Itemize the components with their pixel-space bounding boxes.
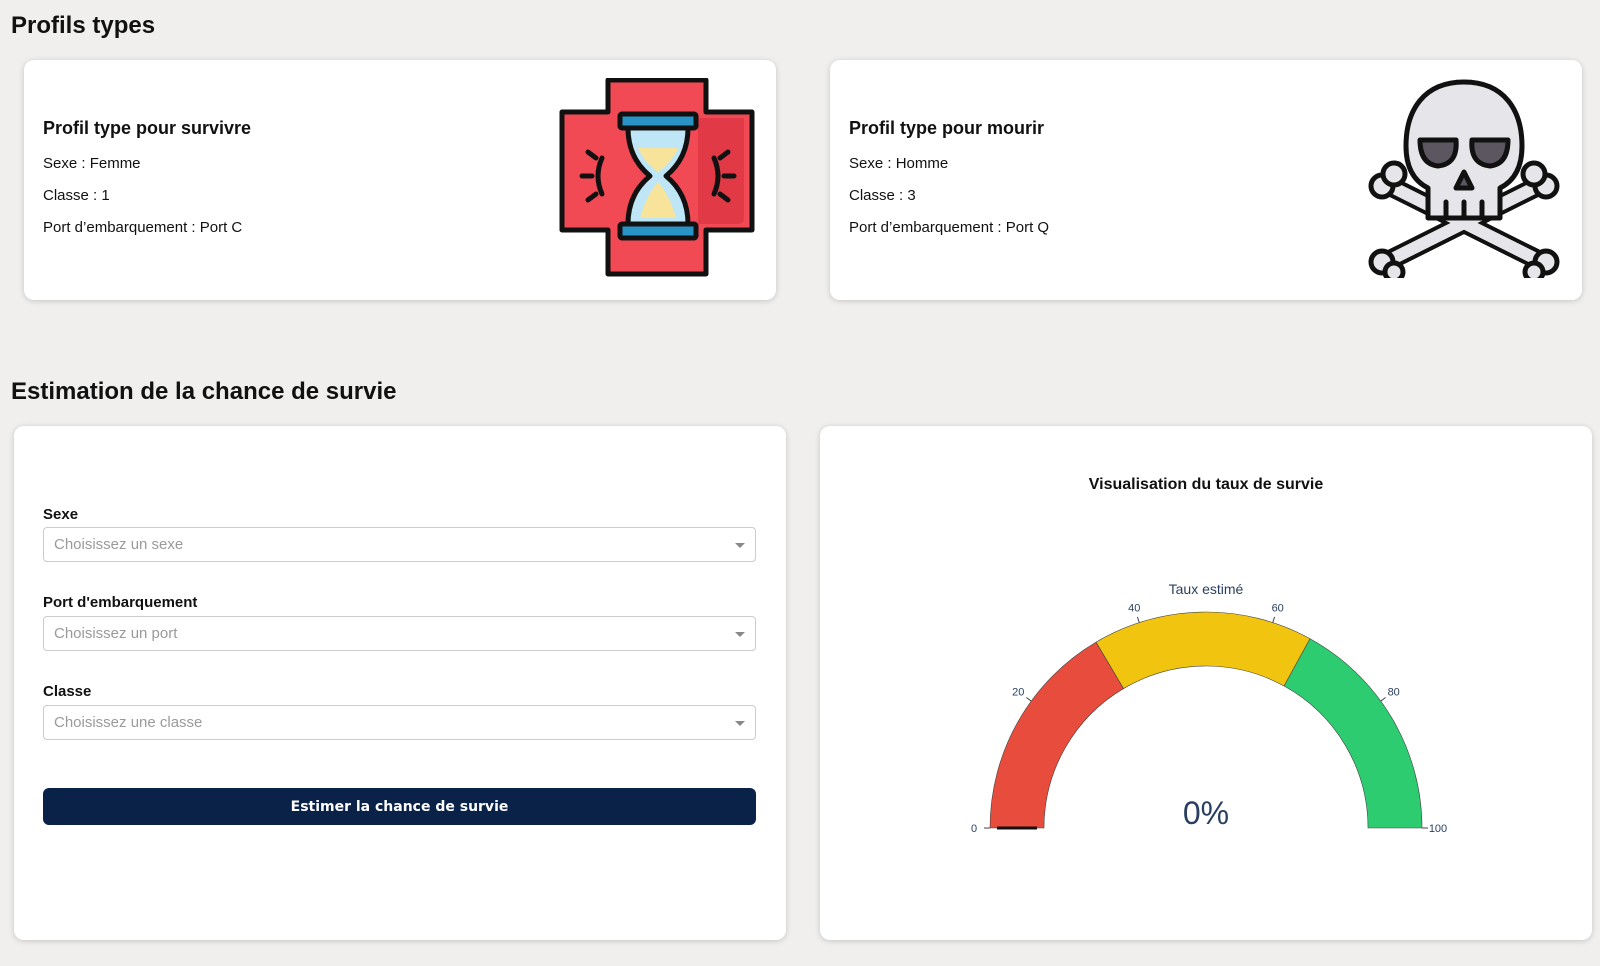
estimation-heading: Estimation de la chance de survie [11,378,397,405]
gauge-card-title: Visualisation du taux de survie [1088,476,1324,493]
gauge-tick [1026,697,1032,702]
die-profile-classe: Classe : 3 [849,187,916,204]
gauge-tick-label: 60 [1272,602,1284,614]
gauge-tick-label: 100 [1429,823,1447,835]
estimate-button[interactable]: Estimer la chance de survie [43,788,756,825]
skull-crossbones-icon [1368,79,1560,278]
gauge-tick-label: 80 [1388,687,1400,699]
gauge-tick [1272,616,1276,623]
die-profile-port: Port d’embarquement : Port Q [849,219,1050,236]
port-select-placeholder: Choisissez un port [54,625,178,642]
sexe-select-placeholder: Choisissez un sexe [54,536,184,553]
medical-cross-hourglass-icon [559,78,755,277]
gauge-tick-label: 20 [1012,687,1024,699]
classe-select-placeholder: Choisissez une classe [54,714,203,731]
survive-profile-classe: Classe : 1 [43,187,110,204]
survive-profile-title: Profil type pour survivre [43,118,252,138]
sexe-select[interactable]: Choisissez un sexe [43,527,756,562]
die-profile-title: Profil type pour mourir [849,118,1045,138]
gauge-tick [1380,697,1386,702]
chevron-down-icon [735,632,745,637]
gauge-tick-label: 40 [1128,602,1140,614]
classe-label: Classe [43,683,92,700]
chevron-down-icon [735,721,745,726]
sexe-label: Sexe [43,506,79,523]
estimation-form-card: Sexe Choisissez un sexe Port d'embarquem… [14,426,786,940]
port-label: Port d'embarquement [43,594,198,611]
die-profile-sexe: Sexe : Homme [849,155,949,172]
gauge-step-2 [1283,638,1423,829]
gauge-card: Visualisation du taux de survie 0 20 40 60 8… [820,426,1592,940]
gauge-tick-label: 0 [971,823,977,835]
gauge-step-0 [989,641,1124,829]
gauge-step-1 [1095,611,1311,689]
classe-select[interactable]: Choisissez une classe [43,705,756,740]
gauge-value: 0% [1183,795,1229,831]
profils-heading: Profils types [11,12,156,39]
gauge-tick [1136,616,1140,623]
survival-gauge: 0 20 40 60 80 100 Taux estimé 0% [971,581,1447,835]
survive-profile-sexe: Sexe : Femme [43,155,141,172]
survive-profile-port: Port d’embarquement : Port C [43,219,243,236]
port-select[interactable]: Choisissez un port [43,616,756,651]
gauge-title: Taux estimé [1169,581,1244,597]
survive-profile-card: Profil type pour survivre Sexe : Femme C… [24,60,776,300]
die-profile-card: Profil type pour mourir Sexe : Homme Cla… [830,60,1582,300]
chevron-down-icon [735,543,745,548]
